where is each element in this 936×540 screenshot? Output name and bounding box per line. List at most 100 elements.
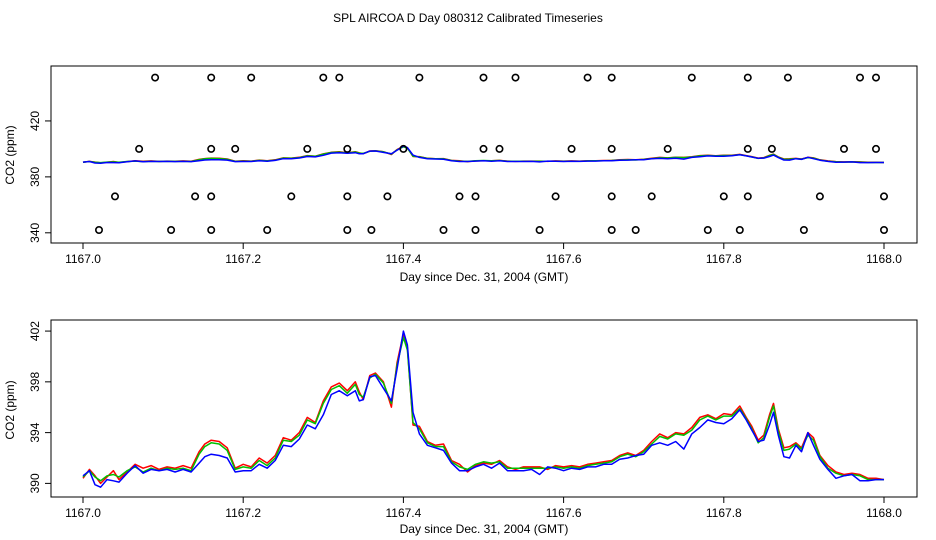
top-marker-point — [471, 192, 480, 201]
top-x-tick-label: 1167.8 — [706, 252, 742, 266]
top-x-axis: 1167.0 1167.2 1167.4 1167.6 1167.8 1168.0 — [65, 243, 902, 266]
top-marker-point — [743, 192, 752, 201]
top-marker-point — [799, 226, 808, 235]
top-marker-point — [231, 144, 240, 153]
top-marker-point — [111, 192, 120, 201]
top-marker-point — [607, 73, 616, 82]
top-series-line-3 — [82, 145, 884, 165]
bottom-y-tick-label: 402 — [28, 321, 42, 341]
top-marker-point — [871, 73, 880, 82]
top-marker-point — [207, 144, 216, 153]
bottom-x-tick-label: 1168.0 — [866, 506, 902, 520]
top-x-tick-label: 1167.2 — [225, 252, 261, 266]
top-marker-point — [719, 192, 728, 201]
top-marker-point — [439, 226, 448, 235]
bottom-x-axis-label: Day since Dec. 31, 2004 (GMT) — [400, 522, 569, 536]
top-marker-point — [303, 144, 312, 153]
top-marker-point — [607, 192, 616, 201]
top-marker-point — [879, 226, 888, 235]
top-marker-point — [743, 73, 752, 82]
top-marker-point — [263, 226, 272, 235]
top-x-axis-label: Day since Dec. 31, 2004 (GMT) — [400, 270, 569, 284]
top-marker-point — [191, 192, 200, 201]
top-series-group — [82, 145, 885, 165]
top-marker-point — [607, 226, 616, 235]
bottom-x-tick-label: 1167.4 — [385, 506, 421, 520]
bottom-series-line-1 — [82, 332, 885, 485]
top-marker-point — [583, 73, 592, 82]
top-marker-point — [399, 144, 408, 153]
top-marker-point — [767, 144, 776, 153]
top-marker-point — [871, 144, 880, 153]
bottom-x-tick-label: 1167.8 — [706, 506, 742, 520]
top-y-tick-label: 340 — [28, 222, 42, 242]
bottom-y-axis-label: CO2 (ppm) — [3, 380, 17, 439]
bottom-panel: 1167.0 1167.2 1167.4 1167.6 1167.8 1168.0 390… — [3, 319, 918, 536]
top-marker-point — [511, 73, 520, 82]
bottom-series-line-3 — [82, 330, 884, 488]
top-marker-point — [319, 73, 328, 82]
bottom-y-axis: 390 394 398 402 — [28, 321, 51, 493]
top-marker-point — [247, 73, 256, 82]
top-marker-point — [95, 226, 104, 235]
top-marker-point — [783, 73, 792, 82]
top-marker-point — [479, 144, 488, 153]
top-marker-point — [415, 73, 424, 82]
bottom-plot-frame — [50, 319, 918, 498]
top-y-axis-label: CO2 (ppm) — [3, 125, 17, 184]
bottom-x-tick-label: 1167.6 — [546, 506, 582, 520]
bottom-x-tick-label: 1167.2 — [225, 506, 261, 520]
top-marker-point — [495, 144, 504, 153]
top-marker-point — [343, 192, 352, 201]
top-x-tick-label: 1167.4 — [385, 252, 421, 266]
bottom-series-line-2 — [82, 336, 884, 482]
top-marker-point — [687, 73, 696, 82]
top-marker-point — [567, 144, 576, 153]
top-marker-point — [455, 192, 464, 201]
top-y-axis: 340 380 420 — [28, 111, 51, 243]
top-marker-point — [647, 192, 656, 201]
top-y-tick-label: 380 — [28, 167, 42, 187]
top-marker-point — [839, 144, 848, 153]
top-markers-group — [95, 73, 888, 235]
bottom-x-axis: 1167.0 1167.2 1167.4 1167.6 1167.8 1168.0 — [65, 497, 902, 520]
chart-title: SPL AIRCOA D Day 080312 Calibrated Times… — [333, 11, 603, 25]
top-marker-point — [607, 144, 616, 153]
top-marker-point — [879, 192, 888, 201]
top-marker-point — [663, 144, 672, 153]
bottom-series-group — [82, 330, 885, 488]
top-x-tick-label: 1167.0 — [65, 252, 101, 266]
top-marker-point — [287, 192, 296, 201]
top-marker-point — [855, 73, 864, 82]
top-marker-point — [815, 192, 824, 201]
bottom-x-tick-label: 1167.0 — [65, 506, 101, 520]
top-marker-point — [551, 192, 560, 201]
bottom-y-tick-label: 398 — [28, 372, 42, 392]
top-marker-point — [207, 226, 216, 235]
top-y-tick-label: 420 — [28, 111, 42, 131]
top-marker-point — [471, 226, 480, 235]
top-marker-point — [167, 226, 176, 235]
top-marker-point — [631, 226, 640, 235]
top-marker-point — [151, 73, 160, 82]
top-marker-point — [735, 226, 744, 235]
top-marker-point — [743, 144, 752, 153]
top-plot-frame — [50, 65, 918, 244]
bottom-y-tick-label: 394 — [28, 422, 42, 442]
bottom-y-tick-label: 390 — [28, 473, 42, 493]
top-panel: 1167.0 1167.2 1167.4 1167.6 1167.8 1168.0 340… — [3, 65, 918, 284]
top-marker-point — [135, 144, 144, 153]
top-marker-point — [535, 226, 544, 235]
top-x-tick-label: 1168.0 — [866, 252, 902, 266]
top-x-tick-label: 1167.6 — [546, 252, 582, 266]
top-marker-point — [479, 73, 488, 82]
top-marker-point — [367, 226, 376, 235]
top-marker-point — [343, 226, 352, 235]
top-marker-point — [335, 73, 344, 82]
top-marker-point — [207, 73, 216, 82]
top-marker-point — [383, 192, 392, 201]
top-marker-point — [207, 192, 216, 201]
top-marker-point — [343, 144, 352, 153]
